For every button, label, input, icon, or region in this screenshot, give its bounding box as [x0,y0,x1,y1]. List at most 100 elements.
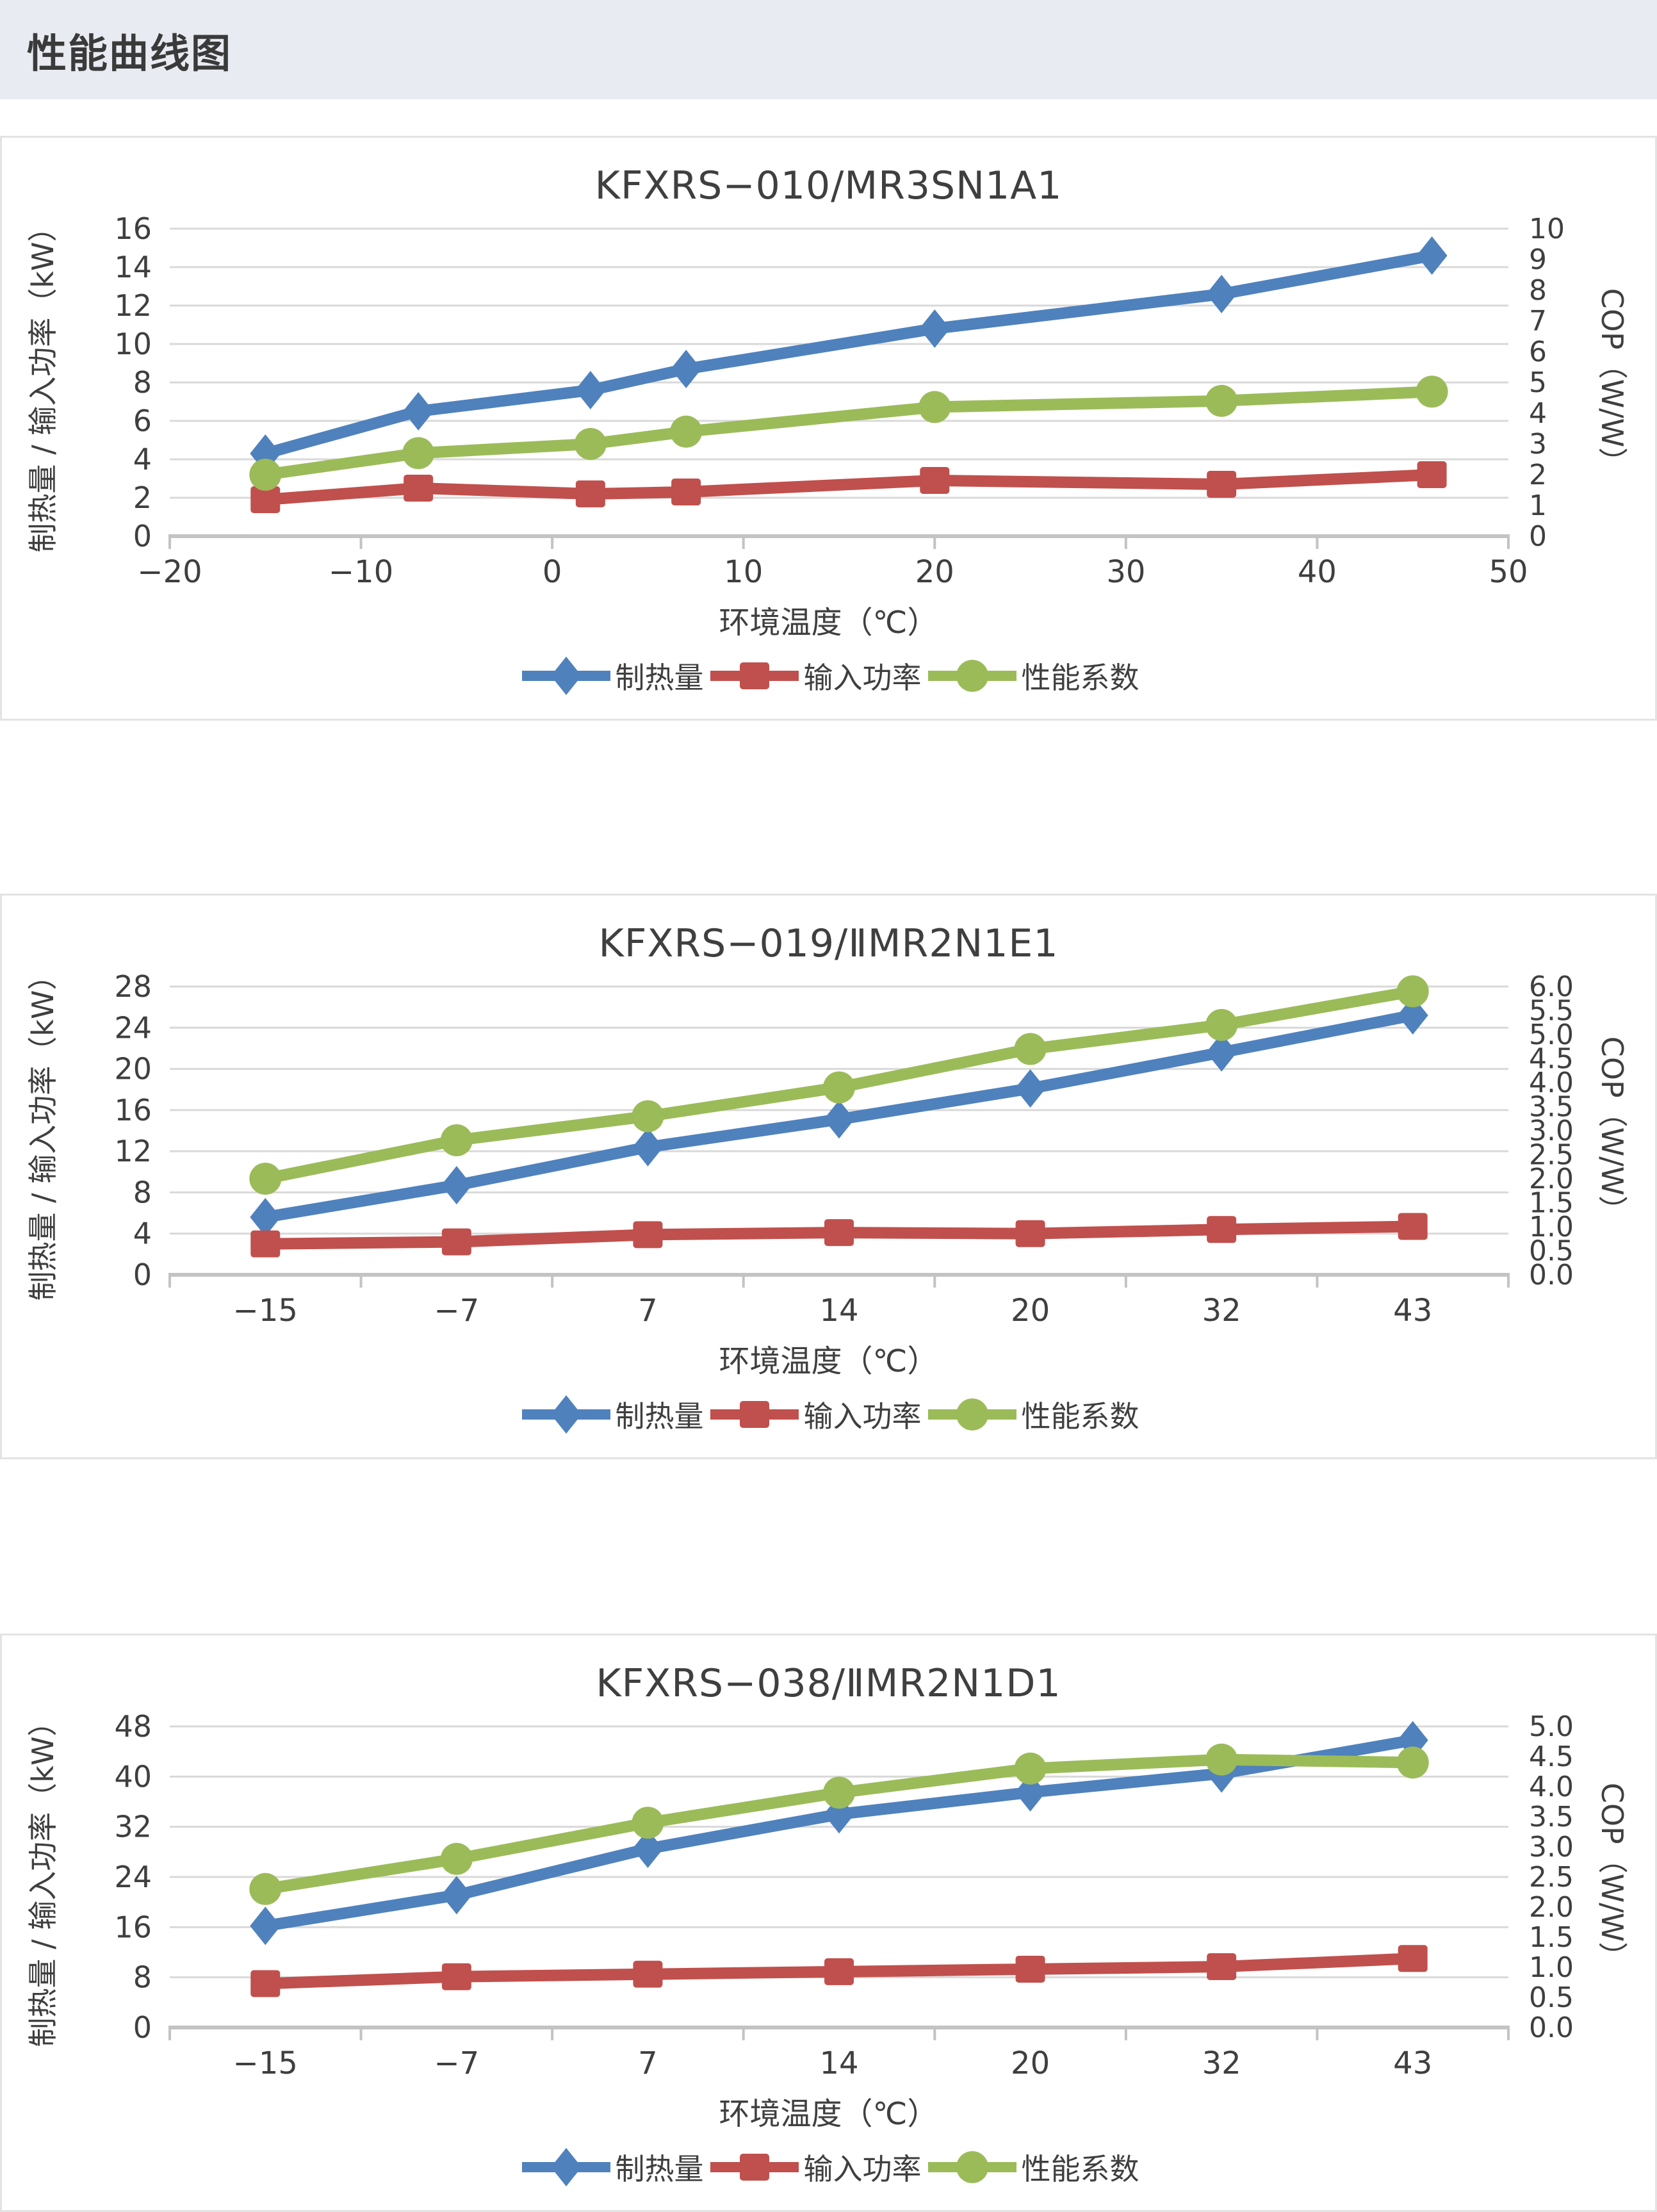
data-point-marker [250,486,281,513]
legend-label: 性能系数 [1021,2152,1139,2186]
svg-text:24: 24 [114,1010,152,1045]
svg-text:5.5: 5.5 [1529,995,1574,1028]
svg-text:14: 14 [819,1293,858,1329]
svg-text:2: 2 [133,480,152,515]
y-right-axis-title: COP（W/W） [1595,288,1629,477]
page-header: 性能曲线图 [0,0,1657,99]
svg-text:4.5: 4.5 [1529,1741,1574,1773]
svg-text:24: 24 [114,1860,152,1894]
svg-text:2.0: 2.0 [1529,1163,1574,1195]
legend-label: 制热量 [615,660,704,695]
data-point-marker [632,1100,664,1133]
data-point-marker [918,391,951,423]
x-axis-ticks-and-labels: −15 −7 7 14 20 32 43 [168,1275,1510,1329]
svg-text:28: 28 [114,972,152,1004]
data-point-marker [671,479,701,505]
svg-text:0.5: 0.5 [1529,1235,1574,1268]
svg-text:30: 30 [1106,554,1145,590]
legend-marker-diamond-icon [521,2148,610,2186]
legend-label: 性能系数 [1021,1399,1139,1434]
svg-text:−7: −7 [434,2045,479,2081]
data-point-marker [1207,1216,1237,1243]
data-point-marker [250,1198,281,1236]
svg-text:16: 16 [114,215,152,246]
data-point-marker [632,1829,664,1868]
legend-label: 输入功率 [803,660,922,695]
chart-title: KFXRS−038/ⅡMR2N1D1 [596,1661,1061,1706]
svg-text:7: 7 [1529,305,1547,338]
legend-label: 制热量 [615,2152,704,2186]
chart-legend: 制热量 输入功率 性能系数 [2,2146,1655,2188]
y-left-tick-labels: 0 4 8 12 16 20 24 28 [114,972,152,1292]
series-line [259,469,1438,505]
svg-text:1.0: 1.0 [1529,1211,1574,1243]
svg-text:16: 16 [114,1910,152,1944]
svg-text:5.0: 5.0 [1529,1019,1574,1051]
data-point-marker [440,1842,473,1875]
svg-text:0.5: 0.5 [1529,1981,1574,2014]
svg-text:10: 10 [1529,215,1565,245]
legend-item-输入功率: 输入功率 [706,1393,922,1436]
data-point-marker [824,1219,854,1247]
svg-text:4: 4 [1529,397,1547,430]
svg-text:6: 6 [1529,336,1547,368]
data-point-marker [402,437,435,470]
y-right-tick-labels: 0.00.51.01.52.02.53.03.54.04.55.0 [1529,1712,1574,2044]
svg-text:4.5: 4.5 [1529,1043,1574,1076]
chart-legend: 制热量 输入功率 性能系数 [2,1393,1655,1436]
x-axis-title: 环境温度（℃） [719,2096,938,2132]
performance-chart-canvas: 0816243240480.00.51.01.52.02.53.03.54.04… [26,1712,1629,2081]
legend-marker-shape [550,2148,582,2186]
svg-text:−15: −15 [233,2045,298,2081]
legend-marker-square-icon [710,1401,799,1428]
data-point-marker [823,1776,855,1809]
y-left-axis-title: 制热量 / 输入功率（kW） [26,1712,60,2047]
series-性能系数 [249,975,1429,1195]
y-right-axis-title: COP（W/W） [1595,1783,1629,1972]
data-point-marker [1205,1743,1238,1776]
data-point-marker [670,415,703,448]
data-point-marker [575,480,605,507]
data-point-marker [249,1163,282,1195]
svg-text:6: 6 [133,404,152,438]
svg-text:2.0: 2.0 [1529,1891,1574,1924]
data-point-marker [823,1071,855,1104]
series-性能系数 [249,375,1448,491]
data-point-marker [1416,236,1448,275]
legend-marker-shape [550,1395,582,1434]
series-输入功率 [250,1945,1428,1997]
svg-text:20: 20 [114,1052,152,1086]
svg-text:43: 43 [1393,1293,1432,1329]
page-title: 性能曲线图 [27,29,233,77]
data-point-marker [824,1958,854,1985]
data-point-marker [1417,461,1447,488]
svg-text:43: 43 [1393,2045,1432,2081]
data-point-marker [249,1872,282,1905]
data-point-marker [824,1795,854,1834]
data-point-marker [249,459,282,491]
legend-marker-shape [739,1401,769,1428]
legend-marker-shape [550,657,582,695]
legend-item-性能系数: 性能系数 [924,655,1139,697]
legend-marker-square-icon [710,2154,799,2181]
series-line [259,250,1438,459]
legend-marker-circle-icon [927,2151,1016,2183]
svg-text:5: 5 [1529,366,1547,399]
svg-text:3.0: 3.0 [1529,1115,1574,1147]
chart-title: KFXRS−019/ⅡMR2N1E1 [598,921,1059,966]
svg-text:32: 32 [1202,1293,1241,1329]
chart-panel-kfxrs-038: KFXRS−038/ⅡMR2N1D1 0 8 16 24 32 40 48 0.0 0.5 1.0… [0,1634,1657,2212]
svg-text:50: 50 [1489,554,1528,590]
data-point-marker [632,1127,664,1167]
svg-text:8: 8 [1529,274,1547,307]
svg-text:12: 12 [114,288,152,323]
svg-text:−15: −15 [233,1293,298,1329]
legend-marker-diamond-icon [521,1395,610,1434]
legend-item-制热量: 制热量 [518,655,704,697]
series-制热量 [250,236,1448,473]
data-point-marker [1207,471,1237,498]
svg-text:0: 0 [133,2010,152,2045]
y-right-axis-title: COP（W/W） [1595,1036,1629,1225]
y-right-tick-labels: 0.00.51.01.52.02.53.03.54.04.55.05.56.0 [1529,972,1574,1291]
data-point-marker [441,1963,471,1990]
